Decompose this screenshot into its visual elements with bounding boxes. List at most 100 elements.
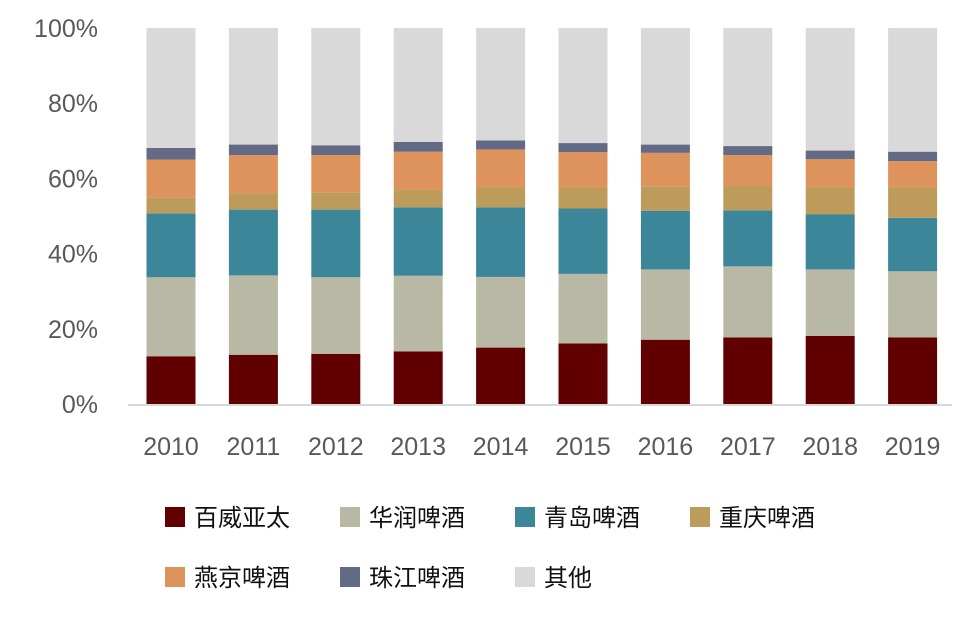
bar-segment — [640, 210, 690, 270]
bar-segment — [805, 335, 855, 404]
bar-segment — [640, 339, 690, 404]
x-tick-label: 2010 — [143, 433, 199, 461]
legend-swatch — [515, 567, 535, 587]
bar-segment — [311, 155, 361, 193]
x-tick-label: 2018 — [802, 433, 858, 461]
y-tick-label: 20% — [48, 316, 98, 344]
legend-label: 其他 — [544, 564, 592, 592]
legend-label: 珠江啤酒 — [369, 564, 465, 592]
bar-segment — [146, 197, 196, 214]
bar-segment — [146, 159, 196, 198]
bar-segment — [723, 185, 773, 211]
bar-segment — [228, 155, 278, 194]
bar-segment — [558, 28, 608, 144]
bar-segment — [888, 337, 938, 404]
x-tick-label: 2012 — [308, 433, 364, 461]
bar-segment — [311, 209, 361, 278]
bar-segment — [393, 207, 443, 276]
legend-item: 珠江啤酒 — [340, 564, 465, 592]
bar-segment — [640, 152, 690, 187]
legend-swatch — [165, 507, 185, 527]
legend-item: 青岛啤酒 — [515, 504, 640, 532]
bar-segment — [888, 187, 938, 218]
bar-segment — [805, 269, 855, 336]
bar-segment — [723, 146, 773, 156]
x-tick-label: 2019 — [885, 433, 941, 461]
bar-segment — [640, 186, 690, 211]
bar-segment — [640, 144, 690, 153]
bar-segment — [393, 190, 443, 208]
bar-segment — [393, 351, 443, 404]
bar-segment — [311, 145, 361, 156]
legend-label: 燕京啤酒 — [194, 564, 290, 592]
bar-segment — [228, 144, 278, 156]
bar-segment — [888, 271, 938, 338]
bar-segment — [805, 187, 855, 215]
bar-segment — [476, 140, 526, 150]
legend-swatch — [340, 507, 360, 527]
bar-segment — [228, 28, 278, 145]
bar-segment — [888, 161, 938, 188]
y-tick-label: 40% — [48, 241, 98, 269]
bar-segment — [558, 273, 608, 344]
legend-item: 燕京啤酒 — [165, 564, 290, 592]
bar-segment — [558, 143, 608, 153]
bar-segment — [640, 269, 690, 340]
legend-swatch — [165, 567, 185, 587]
bar-segment — [311, 28, 361, 146]
bar-segment — [476, 276, 526, 348]
legend-label: 百威亚太 — [194, 504, 290, 532]
legend-swatch — [515, 507, 535, 527]
bar-segment — [228, 209, 278, 276]
bar-segment — [723, 28, 773, 147]
bar-segment — [723, 266, 773, 338]
bar-segment — [805, 159, 855, 188]
x-tick-label: 2015 — [555, 433, 611, 461]
bar-segment — [146, 147, 196, 160]
x-tick-label: 2014 — [473, 433, 529, 461]
bar-segment — [805, 150, 855, 160]
bar-segment — [558, 152, 608, 188]
bar-segment — [558, 187, 608, 209]
legend-label: 重庆啤酒 — [719, 504, 815, 532]
bar-segment — [393, 275, 443, 352]
legend-item: 其他 — [515, 564, 592, 592]
bar-segment — [228, 354, 278, 404]
bar-segment — [311, 192, 361, 210]
x-axis-ticks: 2010 2011 2012 2013 2014 2015 2016 2017 2018 2019 — [143, 433, 940, 461]
y-axis-ticks: 0% 20% 40% 60% 80% 100% — [34, 15, 98, 419]
bar-segment — [146, 356, 196, 404]
bar-segment — [888, 28, 938, 152]
bar-segment — [311, 277, 361, 354]
bar-segment — [146, 213, 196, 278]
bar-segment — [888, 151, 938, 162]
bar-segment — [805, 28, 855, 151]
x-tick-label: 2011 — [227, 433, 281, 461]
bar-segment — [558, 343, 608, 404]
bar-segment — [723, 155, 773, 186]
legend-swatch — [340, 567, 360, 587]
bar-segment — [228, 193, 278, 210]
bar-segment — [393, 151, 443, 191]
legend-label: 华润啤酒 — [369, 504, 465, 532]
bar-segment — [146, 277, 196, 357]
x-tick-label: 2016 — [638, 433, 694, 461]
bar-segment — [476, 347, 526, 404]
y-tick-label: 60% — [48, 165, 98, 193]
y-tick-label: 0% — [62, 391, 98, 419]
bar-segment — [476, 149, 526, 188]
bar-segment — [311, 353, 361, 404]
bar-segment — [476, 28, 526, 141]
bar-segment — [476, 187, 526, 208]
y-tick-label: 100% — [34, 15, 98, 43]
bar-segment — [723, 210, 773, 267]
legend-item: 百威亚太 — [165, 504, 290, 532]
bar-segment — [393, 28, 443, 142]
bar-segment — [888, 217, 938, 272]
x-tick-label: 2013 — [390, 433, 446, 461]
legend-swatch — [690, 507, 710, 527]
bar-segment — [805, 214, 855, 270]
bar-segment — [476, 207, 526, 277]
